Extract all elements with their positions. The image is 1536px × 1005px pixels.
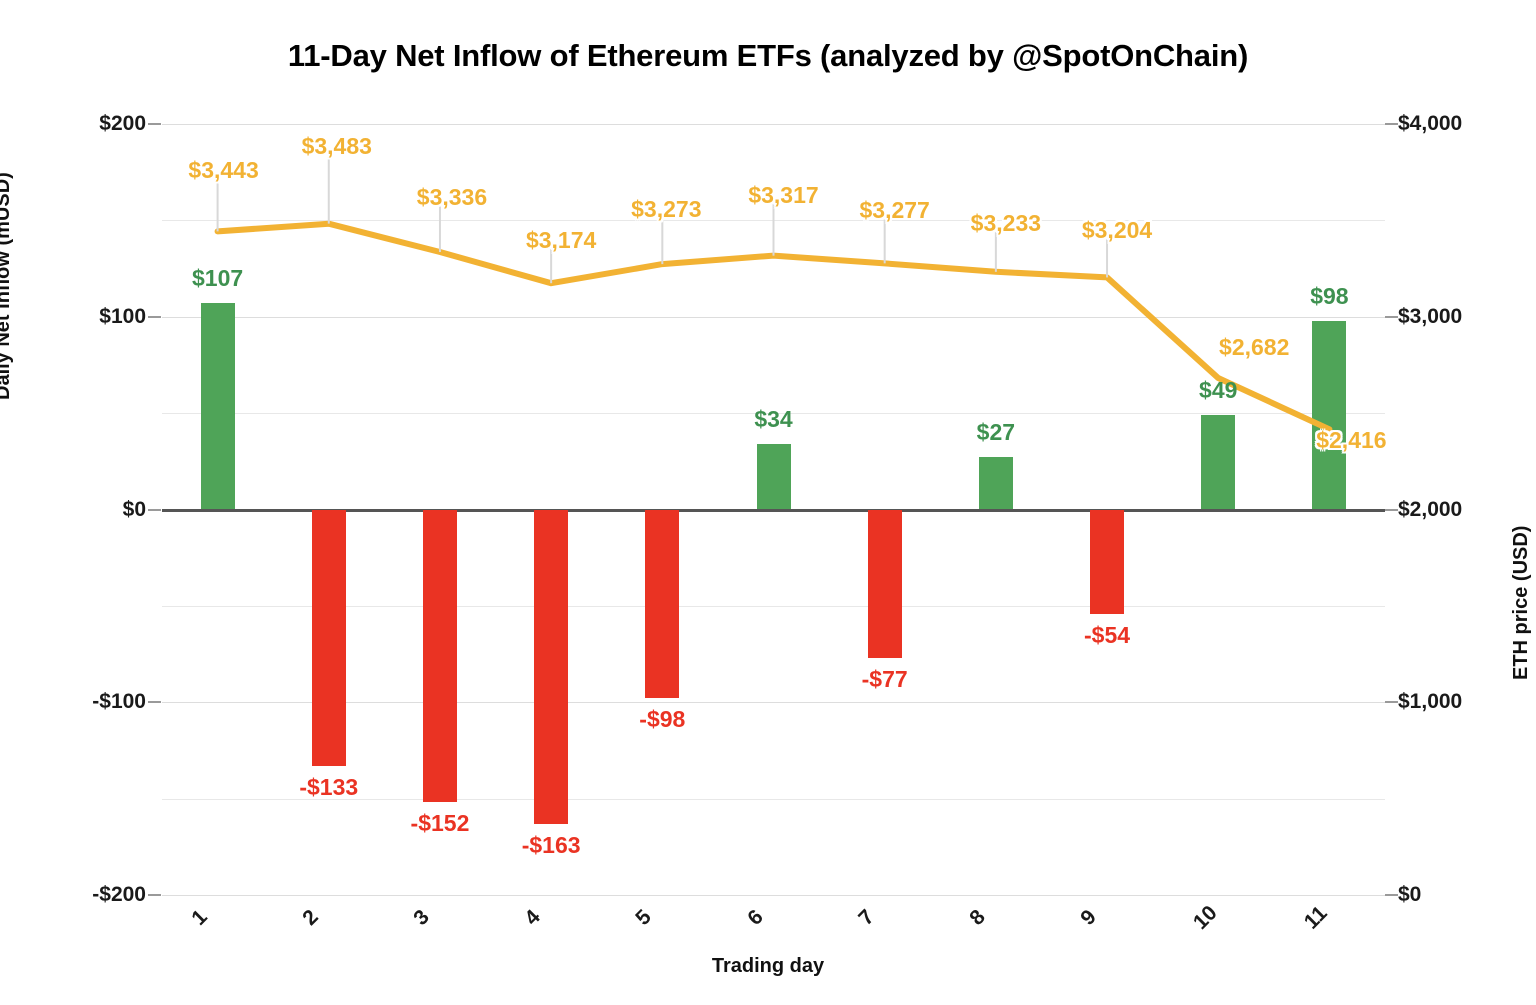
eth-price-label: $3,483 (301, 132, 372, 159)
x-axis-tick-label-3: 3 (409, 905, 434, 930)
bar-value-label: $107 (191, 265, 244, 292)
bar-day-2[interactable] (311, 509, 346, 766)
bar-value-label: $34 (754, 405, 793, 432)
bar-day-10[interactable] (1201, 415, 1236, 510)
eth-price-label: $2,682 (1219, 334, 1290, 361)
bar-value-label: $98 (1310, 282, 1349, 309)
x-axis-tick-label-7: 7 (853, 905, 879, 930)
bar-day-1[interactable] (200, 303, 235, 510)
y-axis-left-tick-mark (148, 315, 161, 318)
x-axis-tick-label-4: 4 (520, 905, 545, 930)
y-axis-right-tick-label: $1,000 (1398, 690, 1463, 714)
y-axis-left-tick-mark (148, 508, 161, 511)
y-axis-right-title: ETH price (USD) (1510, 525, 1532, 680)
bar-value-label: -$163 (521, 831, 581, 858)
eth-price-label: $3,277 (859, 197, 930, 224)
bar-value-label: -$133 (299, 773, 359, 800)
y-axis-right-tick-label: $4,000 (1398, 112, 1463, 135)
gridline (162, 220, 1385, 222)
gridline (162, 316, 1385, 318)
y-axis-right-tick-mark (1385, 123, 1398, 125)
gridline (162, 702, 1385, 704)
chart-title: 11-Day Net Inflow of Ethereum ETFs (anal… (287, 38, 1249, 73)
bar-day-9[interactable] (1090, 509, 1125, 614)
x-axis-tick-label-9: 9 (1076, 905, 1101, 930)
bar-value-label: -$98 (639, 706, 686, 733)
gridline (162, 798, 1385, 800)
y-axis-right-tick-mark (1385, 508, 1398, 511)
gridline (162, 605, 1385, 607)
y-axis-right-tick-label: $2,000 (1398, 497, 1463, 521)
y-axis-left-tick-label: $100 (99, 304, 146, 328)
bar-value-label: -$152 (410, 810, 470, 837)
y-axis-right-tick-mark (1385, 315, 1398, 318)
eth-price-label: $3,233 (970, 209, 1042, 236)
bar-day-4[interactable] (534, 509, 569, 824)
y-axis-left-tick-label: $200 (99, 112, 146, 135)
gridline (162, 124, 1385, 125)
y-axis-right-tick-label: $0 (1398, 883, 1422, 906)
y-axis-left-tick-mark (148, 701, 161, 704)
eth-price-label: $3,174 (525, 227, 597, 254)
bar-day-5[interactable] (645, 509, 680, 699)
eth-price-label: $3,317 (748, 181, 819, 208)
x-axis-tick-label-2: 2 (297, 905, 323, 930)
x-axis-tick-label-5: 5 (631, 905, 657, 930)
zero-axis-line (162, 508, 1385, 512)
bar-value-label: -$77 (861, 665, 908, 692)
y-axis-left-title: Daily Net Inflow (mUSD) (0, 172, 14, 400)
bar-day-8[interactable] (978, 457, 1013, 510)
bar-day-6[interactable] (756, 443, 791, 510)
x-axis-tick-label-1: 1 (186, 905, 212, 930)
gridline (162, 895, 1385, 896)
bar-day-3[interactable] (422, 509, 457, 803)
x-axis-title: Trading day (711, 955, 825, 977)
y-axis-left-tick-mark (148, 123, 161, 125)
y-axis-right-tick-label: $3,000 (1398, 304, 1463, 328)
y-axis-right-tick-mark (1385, 701, 1398, 704)
x-axis-tick-label-11: 11 (1300, 901, 1333, 934)
y-axis-left-tick-label: -$200 (92, 883, 146, 906)
eth-price-label: $3,204 (1081, 217, 1153, 244)
x-axis-tick-label-10: 10 (1189, 901, 1222, 935)
x-axis-tick-label-8: 8 (965, 905, 990, 930)
bar-day-11[interactable] (1312, 320, 1347, 510)
bar-day-7[interactable] (867, 509, 902, 658)
y-axis-left-tick-mark (148, 894, 161, 896)
eth-price-label: $3,443 (188, 157, 259, 184)
bar-value-label: -$54 (1084, 621, 1131, 648)
y-axis-left-tick-label: $0 (122, 497, 146, 521)
y-axis-right-tick-mark (1385, 894, 1398, 896)
bar-value-label: $49 (1199, 377, 1238, 404)
bar-value-label: $27 (976, 419, 1016, 446)
eth-price-label: $3,336 (416, 183, 488, 210)
x-axis-tick-label-6: 6 (742, 905, 768, 930)
y-axis-left-tick-label: -$100 (92, 690, 146, 714)
eth-price-label: $3,273 (631, 196, 702, 223)
eth-price-label: $2,416 (1316, 427, 1387, 454)
